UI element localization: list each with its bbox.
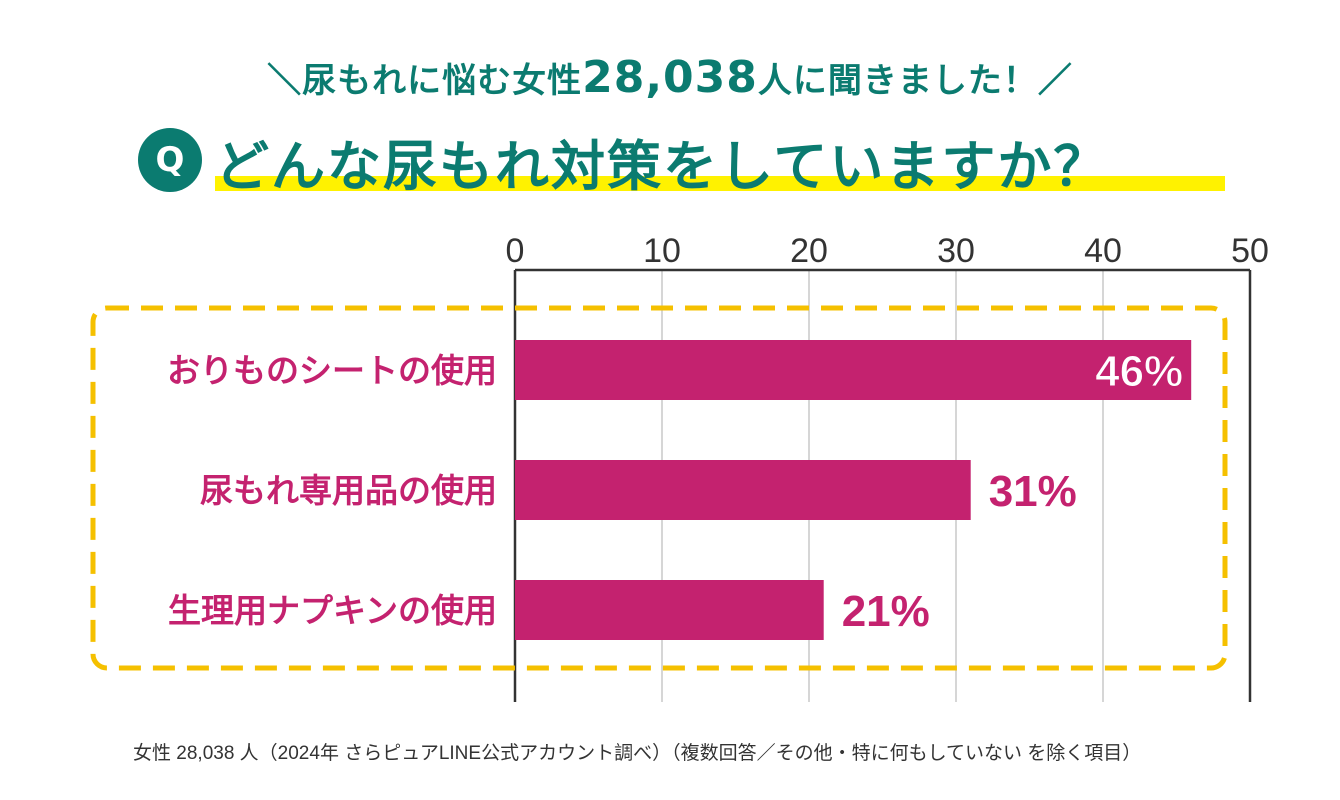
subtitle-count: 28,038 [582,52,758,103]
data-label: 31% [989,467,1077,516]
bar [515,580,824,640]
x-tick-label: 20 [790,232,828,270]
q-badge: Q [138,128,202,192]
title-highlight [215,176,1225,191]
category-label: おりものシートの使用 [167,351,497,390]
x-tick-label: 10 [643,232,681,270]
highlight-dashed-box [90,305,1228,671]
x-tick-label: 30 [937,232,975,270]
data-label: 46% [1095,347,1183,396]
category-label: 生理用ナプキンの使用 [168,591,497,630]
data-label: 21% [842,587,930,636]
survey-subtitle: ＼尿もれに悩む女性28,038人に聞きました！／ [0,52,1340,103]
x-tick-label: 0 [506,232,525,270]
subtitle-post: 人に聞きました！／ [757,61,1073,101]
question-title: どんな尿もれ対策をしていますか？ [215,135,1110,198]
subtitle-pre: ＼尿もれに悩む女性 [267,61,583,101]
x-tick-label: 50 [1231,232,1269,270]
category-label: 尿もれ専用品の使用 [200,471,497,510]
x-tick-label: 40 [1084,232,1122,270]
bar [515,340,1192,400]
bar [515,460,971,520]
footnote: 女性 28,038 人（2024年 さらピュアLINE公式アカウント調べ）（複数… [133,743,1142,764]
